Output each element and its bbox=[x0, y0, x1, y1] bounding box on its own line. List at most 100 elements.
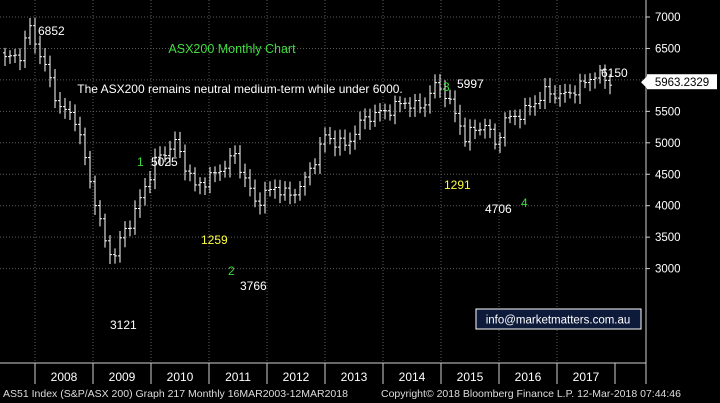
price-bar bbox=[208, 166, 212, 194]
price-bar bbox=[603, 64, 607, 89]
price-bar bbox=[428, 85, 432, 114]
price-bar bbox=[248, 169, 252, 197]
price-bar bbox=[123, 221, 127, 248]
price-bar bbox=[573, 85, 577, 104]
price-bar bbox=[258, 192, 262, 215]
price-bar bbox=[413, 94, 417, 117]
price-bar bbox=[328, 127, 332, 145]
price-bar bbox=[383, 103, 387, 120]
price-bar bbox=[103, 213, 107, 248]
price-bar bbox=[273, 179, 277, 199]
x-tick-label: 2013 bbox=[341, 370, 368, 384]
price-bar bbox=[68, 101, 72, 120]
price-bar bbox=[498, 132, 502, 153]
price-bar bbox=[178, 131, 182, 158]
price-bar bbox=[488, 119, 492, 139]
footer-copyright: Copyright© 2018 Bloomberg Finance L.P. 1… bbox=[381, 388, 681, 400]
price-bar bbox=[183, 144, 187, 181]
price-bar bbox=[478, 122, 482, 136]
price-bar bbox=[223, 160, 227, 178]
price-bar bbox=[13, 48, 17, 63]
chart-subtitle: The ASX200 remains neutral medium-term w… bbox=[77, 82, 403, 96]
x-tick-label: 2012 bbox=[283, 370, 310, 384]
price-bar bbox=[153, 148, 157, 190]
y-tick-label: 4500 bbox=[655, 169, 681, 181]
annotation-days-1291: 1291 bbox=[444, 178, 471, 192]
price-bar bbox=[458, 104, 462, 135]
annotation-peak-6150: 6150 bbox=[601, 66, 628, 80]
chart-grid bbox=[0, 0, 646, 384]
x-tick-label: 2011 bbox=[225, 370, 251, 384]
price-bar bbox=[83, 127, 87, 166]
price-bar bbox=[163, 146, 167, 163]
price-bar bbox=[78, 116, 82, 145]
price-bar bbox=[213, 166, 217, 183]
x-tick-label: 2014 bbox=[399, 370, 426, 384]
annotation-wave-3: 3 bbox=[443, 80, 450, 94]
price-bar bbox=[398, 96, 402, 113]
price-bar bbox=[483, 118, 487, 139]
price-bar bbox=[138, 189, 142, 218]
price-bar bbox=[228, 148, 232, 178]
price-bar bbox=[173, 131, 177, 158]
price-bar bbox=[93, 175, 97, 216]
price-bar bbox=[358, 111, 362, 140]
price-bar bbox=[438, 74, 442, 98]
chart-annotations: 6852 3121 1 5025 1259 2 3766 3 5997 1291… bbox=[38, 24, 628, 332]
annotation-days-1259: 1259 bbox=[201, 233, 228, 247]
annotation-wave-2: 2 bbox=[228, 264, 235, 278]
price-bar bbox=[128, 220, 132, 237]
price-bar bbox=[608, 74, 612, 95]
price-bar bbox=[233, 145, 237, 164]
price-bar bbox=[53, 68, 57, 109]
price-bar bbox=[303, 171, 307, 196]
price-bar bbox=[568, 84, 572, 99]
price-bar bbox=[238, 145, 242, 179]
annotation-peak-6852: 6852 bbox=[38, 24, 65, 38]
price-bar bbox=[118, 230, 122, 263]
price-bar bbox=[518, 109, 522, 129]
y-tick-label: 4000 bbox=[655, 201, 681, 213]
price-bar bbox=[378, 103, 382, 122]
price-chart: 300035004000450050005500600065007000 200… bbox=[0, 0, 717, 384]
price-bar bbox=[113, 248, 117, 264]
price-bar bbox=[298, 181, 302, 201]
price-bar bbox=[423, 97, 427, 117]
price-bar bbox=[593, 72, 597, 89]
price-bar bbox=[588, 73, 592, 92]
price-bar bbox=[28, 17, 32, 46]
chart-title: ASX200 Monthly Chart bbox=[168, 42, 296, 56]
price-bar bbox=[278, 179, 282, 204]
price-bar bbox=[253, 179, 257, 208]
price-bar bbox=[508, 110, 512, 124]
price-bar bbox=[503, 112, 507, 147]
price-bar bbox=[333, 130, 337, 157]
y-axis: 300035004000450050005500600065007000 bbox=[646, 12, 681, 276]
price-bar bbox=[493, 123, 497, 150]
y-tick-label: 6500 bbox=[655, 43, 681, 55]
price-bar bbox=[203, 177, 207, 195]
price-bar bbox=[523, 97, 527, 125]
y-tick-label: 3000 bbox=[655, 264, 681, 276]
annotation-low-3766: 3766 bbox=[240, 279, 267, 293]
price-bar bbox=[198, 177, 202, 195]
price-bar bbox=[403, 97, 407, 109]
price-bar bbox=[18, 48, 22, 71]
price-bar bbox=[98, 200, 102, 227]
price-bar bbox=[353, 125, 357, 150]
price-bar bbox=[553, 85, 557, 104]
x-axis: 2008 2009 2010 2011 2012 2013 2014 2015 2016 2017 bbox=[34, 363, 616, 384]
price-bar bbox=[143, 177, 147, 206]
watermark-email: info@marketmatters.com.au bbox=[486, 315, 631, 327]
price-bar bbox=[33, 17, 37, 54]
price-bar bbox=[43, 48, 47, 72]
price-bar bbox=[338, 129, 342, 156]
price-bar bbox=[88, 150, 92, 189]
price-bar bbox=[388, 104, 392, 121]
price-bar bbox=[393, 95, 397, 125]
annotation-peak-5025: 5025 bbox=[151, 155, 178, 169]
price-bar bbox=[313, 158, 317, 175]
price-bar bbox=[418, 93, 422, 114]
y-tick-label: 5500 bbox=[655, 106, 681, 118]
price-bar bbox=[263, 181, 267, 214]
